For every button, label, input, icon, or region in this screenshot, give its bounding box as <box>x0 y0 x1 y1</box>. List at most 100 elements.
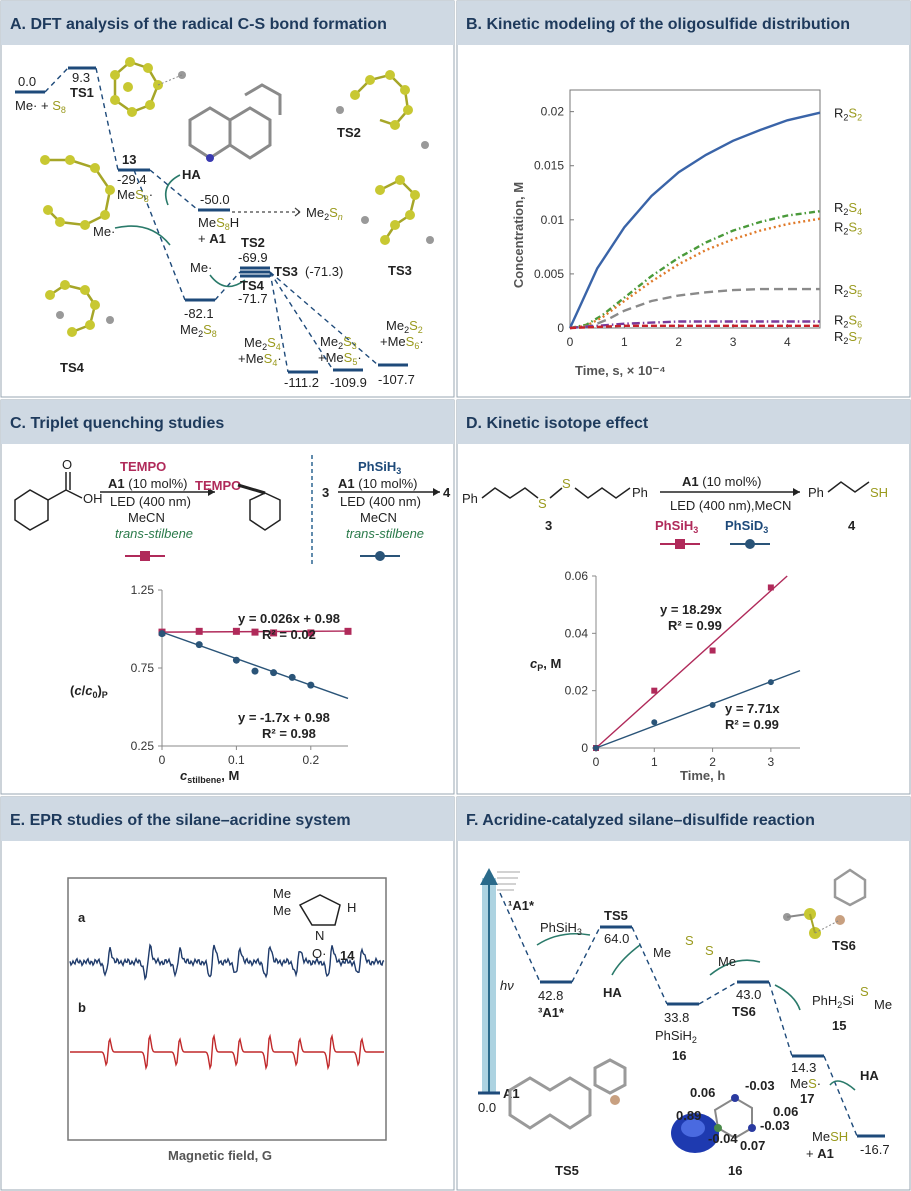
chart-b-frame <box>569 89 821 329</box>
chart-c-ylabel: (c/c0)P <box>70 683 108 700</box>
chart-b-xtick: 0 <box>567 335 574 349</box>
c-left-catalyst: A1 (10 mol%) <box>108 476 187 491</box>
c-right-additive: trans-stilbene <box>346 526 424 541</box>
chart-d-ytick: 0.06 <box>565 569 589 583</box>
svg-text:N: N <box>315 928 324 943</box>
f-label-ha2: HA <box>860 1068 879 1083</box>
panel-a-diagram: TS2 TS3 TS4 <box>15 57 434 390</box>
f-energy-17: 14.3 <box>791 1060 816 1075</box>
legend-r2s5: R2S5 <box>834 282 862 299</box>
series-r2s5 <box>569 287 820 330</box>
svg-text:Me: Me <box>874 997 892 1012</box>
chart-c-point <box>158 630 166 638</box>
epr-xlabel: Magnetic field, G <box>168 1148 272 1163</box>
f-label-3a1: ³A1* <box>538 1005 565 1020</box>
spin-5: -0.03 <box>760 1118 790 1133</box>
label-start: Me· + S8 <box>15 98 66 115</box>
svg-text:S: S <box>538 496 547 511</box>
ts2-structure-label: TS2 <box>337 125 361 140</box>
energy-ts2: -69.9 <box>238 250 268 265</box>
ts5-structure-image <box>508 1058 627 1130</box>
chart-b-ytick: 0.005 <box>534 267 564 281</box>
chart-c-eq-0: y = 0.026x + 0.98 <box>238 611 340 626</box>
ts3-structure-image <box>361 175 434 245</box>
panel-f-diagram: hν ¹A1* PhSiH3 42.8 ³A1* TS5 64.0 HA Me … <box>478 868 892 1178</box>
label-p3-a: Me2S2 <box>386 318 423 335</box>
chart-c-point <box>288 673 296 681</box>
svg-text:O: O <box>62 457 72 472</box>
energy-me2s8: -82.1 <box>184 306 214 321</box>
chart-d-point <box>651 687 658 694</box>
energy-start: 0.0 <box>18 74 36 89</box>
spin-3: 0.89 <box>676 1108 701 1123</box>
legend-r2s7: R2S7 <box>834 329 862 346</box>
d-legend-d: PhSiD3 <box>725 518 768 535</box>
c-right-catalyst: A1 (10 mol%) <box>338 476 417 491</box>
label-ts4: TS4 <box>240 278 265 293</box>
chart-d-fit-1 <box>595 669 801 749</box>
svg-text:S: S <box>562 476 571 491</box>
svg-text:Me: Me <box>653 945 671 960</box>
label-p3-b: +MeS6· <box>380 334 424 351</box>
chart-c-eq-1: y = -1.7x + 0.98 <box>238 710 330 725</box>
chain-structure-image <box>40 155 115 230</box>
chart-b-axes: 0 1 2 3 4 0 0.005 0.01 0.015 0.02 <box>534 89 821 349</box>
chart-c-point <box>232 656 240 664</box>
chart-b-xtick: 3 <box>730 335 737 349</box>
chart-d-point <box>651 719 658 726</box>
label-p1-b: +MeS4· <box>238 351 282 368</box>
chart-c-ytick: 1.25 <box>131 583 155 597</box>
chart-d-xtick: 0 <box>593 755 600 769</box>
panel-d-title: D. Kinetic isotope effect <box>466 415 649 432</box>
compound-14-structure: Me Me N O· H <box>273 886 356 961</box>
f-label-ha1: HA <box>603 985 622 1000</box>
energy-mes8h: -50.0 <box>200 192 230 207</box>
chart-d-ytick: 0 <box>581 741 588 755</box>
energy-ts1: 9.3 <box>72 70 90 85</box>
chart-c-point <box>251 628 259 636</box>
f-ts6-struct-label: TS6 <box>832 938 856 953</box>
energy-13: -29.4 <box>117 172 147 187</box>
d-conditions: LED (400 nm),MeCN <box>670 498 791 513</box>
svg-text:Ph: Ph <box>632 485 648 500</box>
svg-text:SH: SH <box>870 485 888 500</box>
c-left-legend-marker <box>140 551 150 561</box>
label-ts1: TS1 <box>70 85 94 100</box>
chart-c-point <box>344 627 352 635</box>
label-plus-a1: + A1 <box>198 231 226 246</box>
c-left-solvent: MeCN <box>128 510 165 525</box>
chart-d-eq-0: y = 18.29x <box>660 602 723 617</box>
svg-text:Ph: Ph <box>462 491 478 506</box>
svg-text:Ph: Ph <box>808 485 824 500</box>
c-left-light: LED (400 nm) <box>110 494 191 509</box>
svg-text:S: S <box>685 933 694 948</box>
svg-text:Me: Me <box>273 886 291 901</box>
energy-ts3: (-71.3) <box>305 264 343 279</box>
chart-b-xtick: 4 <box>784 335 791 349</box>
chart-c-xtick: 0 <box>159 753 166 767</box>
chart-d-xtick: 3 <box>768 755 775 769</box>
chart-d-xtick: 1 <box>651 755 658 769</box>
energy-ts4: -71.7 <box>238 291 268 306</box>
f-energy-end: -16.7 <box>860 1142 890 1157</box>
chart-d-fit-0 <box>595 575 788 749</box>
panel-c-scheme: O OH TEMPO A1 (10 mol%) LED (400 nm) MeC… <box>14 455 451 565</box>
f-label-mes: MeS· <box>790 1076 821 1091</box>
ts1-structure-image <box>110 57 186 117</box>
f-label-phh2si: PhH2Si <box>812 993 854 1010</box>
ha-acridine-structure-image <box>188 83 282 162</box>
chart-b-ytick: 0.02 <box>541 105 565 119</box>
epr-trace-a <box>69 943 385 981</box>
chart-c-xlabel: cstilbene, M <box>180 768 239 785</box>
legend-r2s2: R2S2 <box>834 106 862 123</box>
chart-c-point <box>270 629 278 637</box>
c-left-product-prefix: TEMPO <box>195 478 241 493</box>
chart-d-point <box>593 745 599 751</box>
f-label-mesh: MeSH <box>812 1129 848 1144</box>
chart-d-ytick: 0.04 <box>565 626 589 640</box>
svg-text:S: S <box>705 943 714 958</box>
c-right-solvent: MeCN <box>360 510 397 525</box>
